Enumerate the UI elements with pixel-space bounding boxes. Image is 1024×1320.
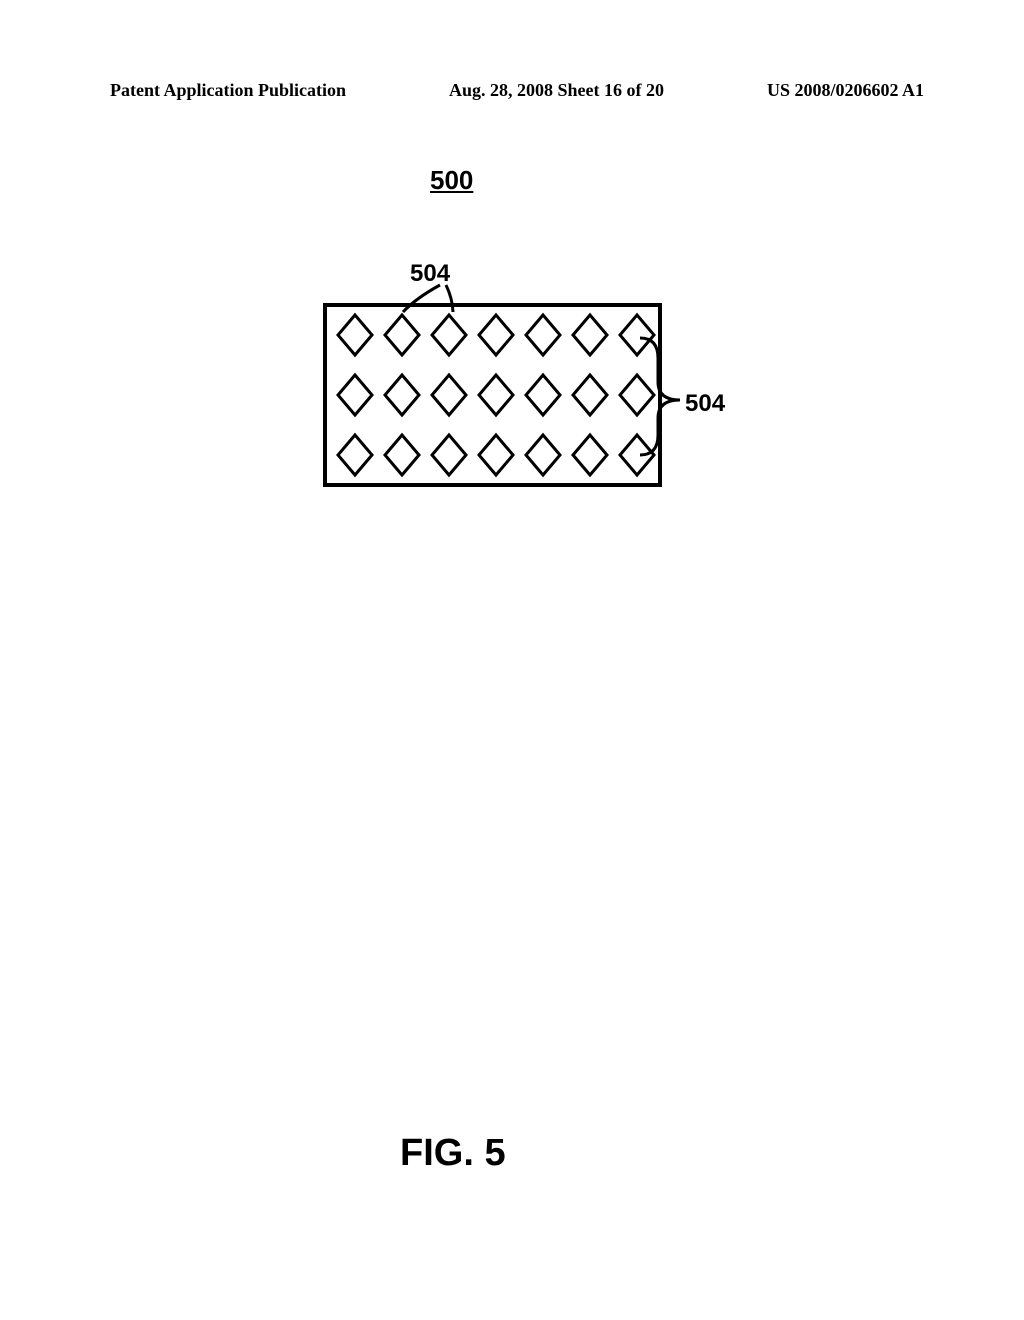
figure-diagram <box>290 260 730 520</box>
page-header: Patent Application Publication Aug. 28, … <box>0 80 1024 101</box>
header-left: Patent Application Publication <box>110 80 346 101</box>
header-center: Aug. 28, 2008 Sheet 16 of 20 <box>449 80 664 101</box>
figure-number: 500 <box>430 165 473 196</box>
figure-caption: FIG. 5 <box>400 1132 506 1175</box>
reference-label-top: 504 <box>410 260 450 288</box>
header-right: US 2008/0206602 A1 <box>767 80 924 101</box>
diagram-area: 504 504 <box>290 260 730 520</box>
reference-label-right: 504 <box>685 390 725 418</box>
